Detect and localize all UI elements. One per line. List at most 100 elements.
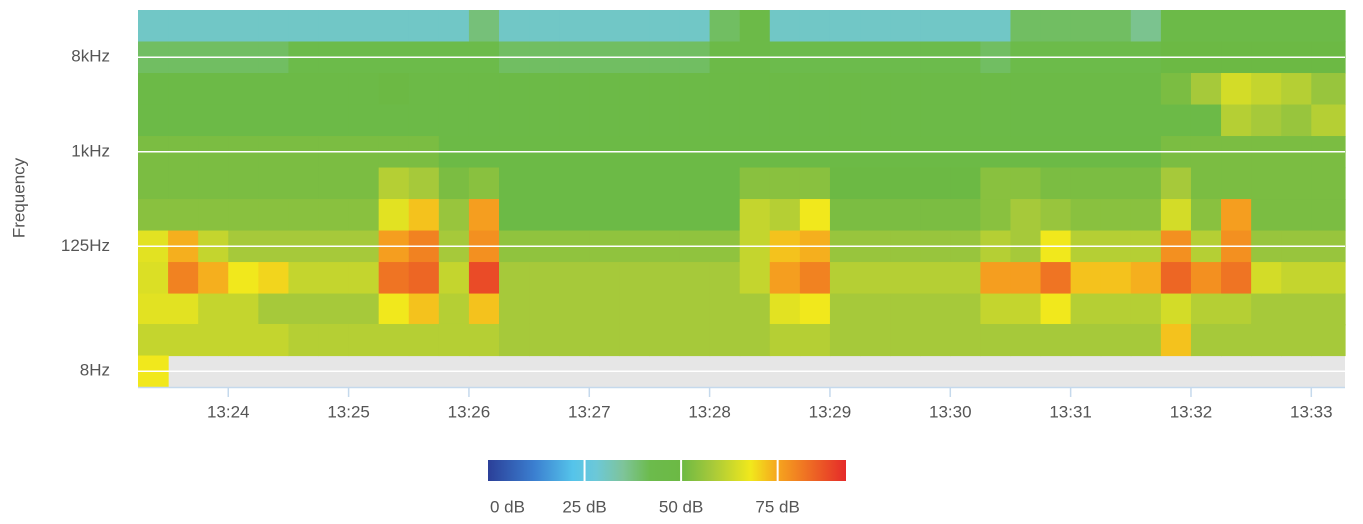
heatmap-cell <box>439 73 470 105</box>
heatmap-cell <box>1010 324 1041 356</box>
heatmap-cell <box>830 105 861 137</box>
heatmap-cell <box>980 294 1011 326</box>
heatmap-cell <box>288 262 319 294</box>
heatmap-cell <box>559 294 590 326</box>
heatmap-cell <box>890 105 921 137</box>
heatmap-cell <box>1161 262 1192 294</box>
heatmap-cell <box>589 10 620 42</box>
heatmap-cell <box>439 168 470 200</box>
x-tick-label: 13:30 <box>929 402 972 421</box>
heatmap-cell <box>559 168 590 200</box>
colorbar-tick-label: 75 dB <box>755 497 799 516</box>
heatmap-cell <box>258 168 289 200</box>
heatmap-cell <box>740 199 771 231</box>
heatmap-cell <box>980 10 1011 42</box>
heatmap-cell <box>469 168 500 200</box>
heatmap-cell <box>980 262 1011 294</box>
heatmap-cell <box>288 168 319 200</box>
heatmap-cell <box>258 324 289 356</box>
x-tick-label: 13:33 <box>1290 402 1333 421</box>
heatmap-cell <box>1131 10 1162 42</box>
heatmap-cell <box>379 199 410 231</box>
heatmap-cell <box>860 168 891 200</box>
heatmap-cell <box>1010 199 1041 231</box>
heatmap-cell <box>1131 199 1162 231</box>
heatmap-cell <box>800 10 831 42</box>
heatmap-cell <box>349 199 380 231</box>
heatmap-cell <box>680 73 711 105</box>
heatmap-cell <box>1041 168 1072 200</box>
heatmap-cell <box>890 73 921 105</box>
y-axis-label: Frequency <box>9 157 28 238</box>
heatmap-cell <box>740 168 771 200</box>
heatmap-cell <box>379 294 410 326</box>
heatmap-cell <box>258 199 289 231</box>
heatmap-cell <box>228 199 259 231</box>
heatmap-cell <box>1101 73 1132 105</box>
heatmap-cell <box>1311 10 1345 42</box>
heatmap-cell <box>1161 294 1192 326</box>
heatmap-cell <box>710 324 741 356</box>
heatmap-cell <box>890 262 921 294</box>
heatmap-cell <box>1041 294 1072 326</box>
heatmap-cell <box>1071 168 1102 200</box>
heatmap-cell <box>1311 168 1345 200</box>
heatmap <box>138 10 1346 388</box>
heatmap-cell <box>1281 168 1312 200</box>
heatmap-cell <box>589 262 620 294</box>
heatmap-cell <box>228 294 259 326</box>
heatmap-cell <box>1191 10 1222 42</box>
heatmap-cell <box>890 294 921 326</box>
heatmap-cell <box>168 73 199 105</box>
heatmap-cell <box>439 199 470 231</box>
heatmap-cell <box>1221 199 1252 231</box>
x-tick-label: 13:29 <box>809 402 852 421</box>
heatmap-cell <box>349 10 380 42</box>
heatmap-cell <box>950 73 981 105</box>
heatmap-cell <box>228 105 259 137</box>
heatmap-cell <box>1041 262 1072 294</box>
heatmap-cell <box>800 324 831 356</box>
heatmap-cell <box>649 324 680 356</box>
heatmap-cell <box>1281 73 1312 105</box>
heatmap-cell <box>559 105 590 137</box>
heatmap-cell <box>830 262 861 294</box>
heatmap-cell <box>138 105 169 137</box>
heatmap-cell <box>258 10 289 42</box>
heatmap-cell <box>1161 105 1192 137</box>
colorbar-tick-label: 50 dB <box>659 497 703 516</box>
heatmap-cell <box>1221 294 1252 326</box>
heatmap-cell <box>288 105 319 137</box>
x-tick-label: 13:27 <box>568 402 611 421</box>
heatmap-cell <box>920 324 951 356</box>
heatmap-cell <box>890 168 921 200</box>
heatmap-cell <box>469 294 500 326</box>
x-tick-label: 13:28 <box>688 402 731 421</box>
heatmap-cell <box>1131 262 1162 294</box>
heatmap-cell <box>1191 294 1222 326</box>
heatmap-cell <box>198 262 229 294</box>
heatmap-cell <box>950 10 981 42</box>
heatmap-cell <box>830 199 861 231</box>
heatmap-cell <box>649 262 680 294</box>
heatmap-cell <box>168 105 199 137</box>
heatmap-cell <box>680 10 711 42</box>
heatmap-cell <box>379 168 410 200</box>
heatmap-cell <box>499 168 530 200</box>
heatmap-cell <box>168 168 199 200</box>
heatmap-cell <box>1010 262 1041 294</box>
heatmap-cell <box>409 73 440 105</box>
heatmap-cell <box>619 168 650 200</box>
heatmap-cell <box>529 262 560 294</box>
heatmap-cell <box>379 105 410 137</box>
heatmap-cell <box>1221 324 1252 356</box>
heatmap-cell <box>559 324 590 356</box>
heatmap-cell <box>1071 105 1102 137</box>
heatmap-cell <box>138 324 169 356</box>
heatmap-cell <box>1251 262 1282 294</box>
heatmap-cell <box>1071 10 1102 42</box>
heatmap-cell <box>1101 294 1132 326</box>
x-tick-label: 13:31 <box>1049 402 1092 421</box>
heatmap-cell <box>649 168 680 200</box>
heatmap-cell <box>258 105 289 137</box>
